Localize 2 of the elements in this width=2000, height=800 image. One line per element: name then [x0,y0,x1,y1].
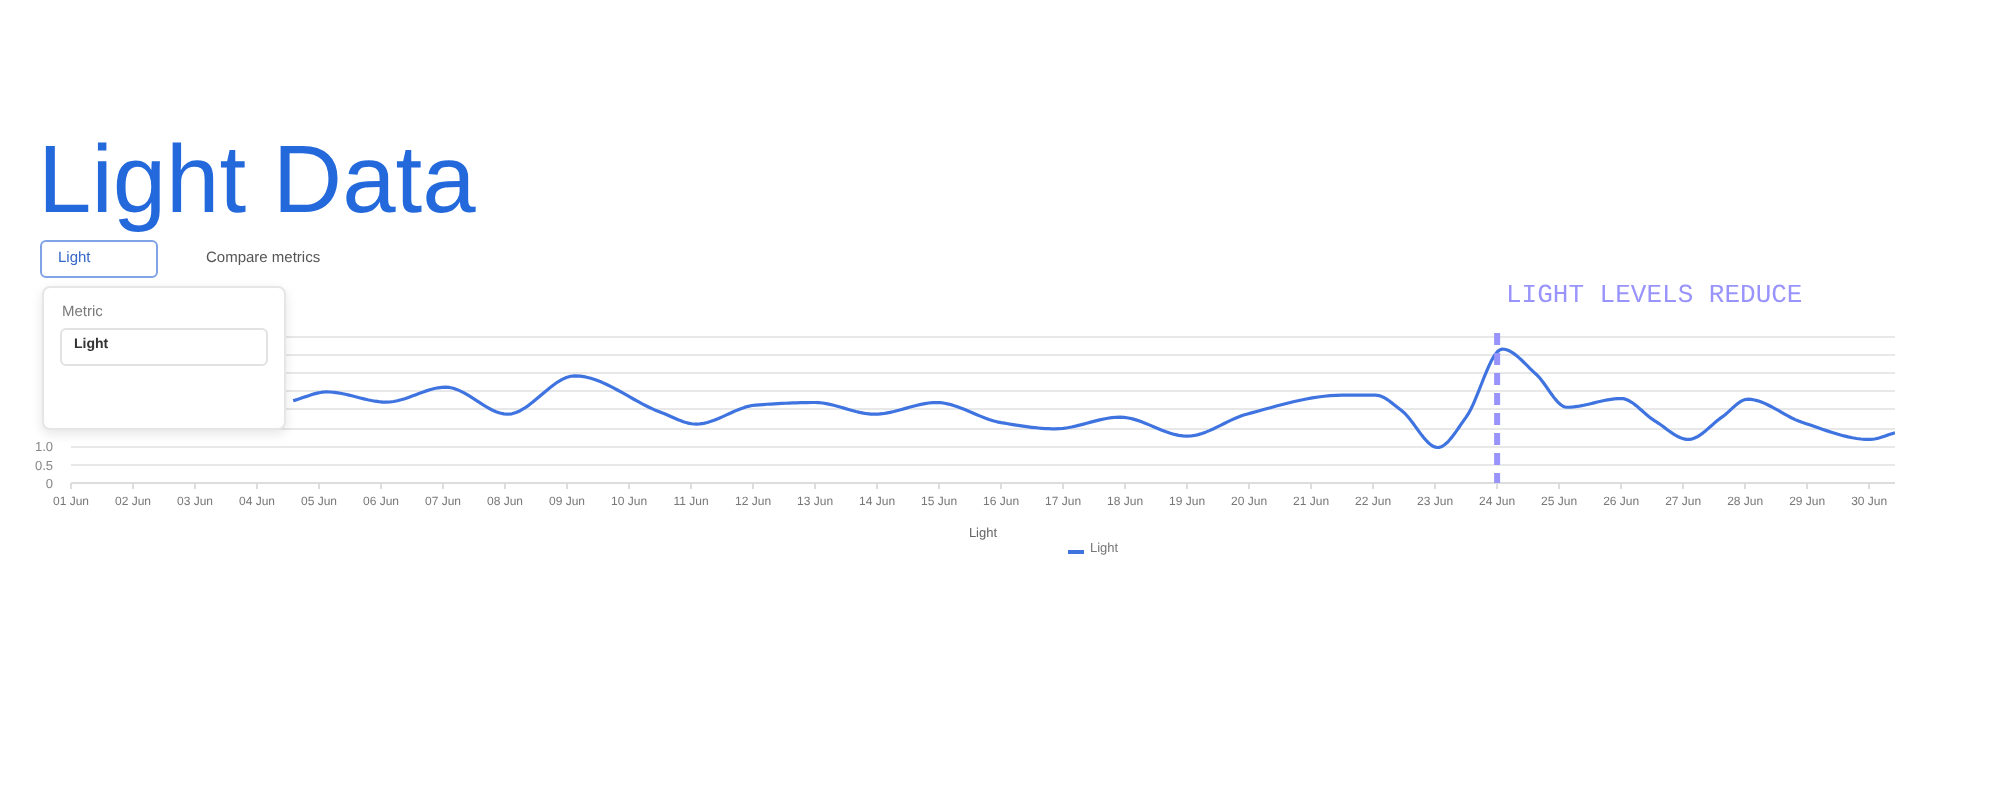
chart-title: Light Data [38,128,476,234]
ref-line-label: LIGHT LEVELS REDUCE [1506,280,1803,310]
